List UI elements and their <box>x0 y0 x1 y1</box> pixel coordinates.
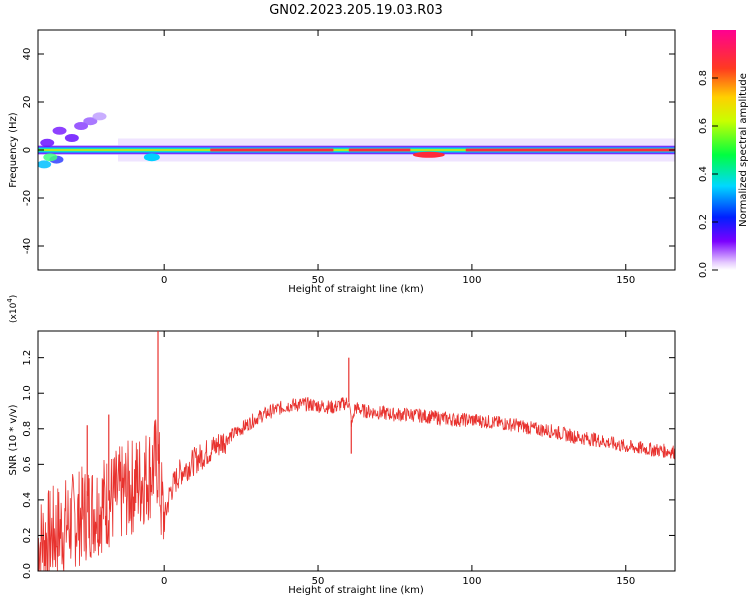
spectral-blob <box>143 153 160 162</box>
snr-series-line <box>38 397 675 571</box>
x-tick-label: 100 <box>462 275 481 286</box>
band-hot-segment <box>348 148 411 152</box>
y-tick-label: -40 <box>22 238 33 254</box>
spectral-blob <box>40 138 55 147</box>
spectral-band <box>38 112 675 169</box>
snr-scale-suffix: ) <box>9 295 19 299</box>
spectrogram-panel: 0 50 100 150 40 20 0 -20 -40 Height of straight … <box>8 29 676 295</box>
y-tick-label: 0.2 <box>22 527 33 543</box>
colorbar-tick-label: 0.8 <box>698 70 709 86</box>
y-tick-label: 0.4 <box>22 492 33 508</box>
spectral-blob <box>38 160 52 169</box>
colorbar-tick-label: 0.2 <box>698 214 709 230</box>
y-tick-label: 20 <box>22 96 33 109</box>
colorbar-label: Normalized spectral amplitude <box>738 73 749 227</box>
y-tick-label: 40 <box>22 48 33 61</box>
snr-xlabel: Height of straight line (km) <box>288 585 424 596</box>
x-tick-label: 100 <box>462 576 481 587</box>
spectrogram-axes: 0 50 100 150 40 20 0 -20 -40 <box>22 30 675 286</box>
snr-scale-note: (x104) <box>6 295 19 323</box>
svg-text:(x104): (x104) <box>6 295 19 323</box>
snr-scale-prefix: (x10 <box>9 302 19 323</box>
snr-ylabel: SNR (10 * v/v) <box>8 404 19 475</box>
spectral-blob <box>92 112 107 121</box>
y-tick-label: 0.8 <box>22 421 33 437</box>
y-tick-label: 0.0 <box>22 563 33 579</box>
figure-title: GN02.2023.205.19.03.R03 <box>269 3 443 18</box>
snr-panel: 0 50 100 150 0.0 0.2 0.4 0.6 0.8 1.0 1.2 Height of… <box>6 295 676 596</box>
x-tick-label: 0 <box>161 576 167 587</box>
spectral-blob <box>83 117 98 126</box>
snr-frame <box>37 330 676 572</box>
spectral-blob <box>52 126 67 135</box>
x-tick-label: 150 <box>616 576 635 587</box>
colorbar-scale <box>712 30 736 270</box>
y-tick-label: -20 <box>22 190 33 206</box>
x-tick-label: 0 <box>161 275 167 286</box>
x-tick-label: 50 <box>312 275 325 286</box>
spectral-blob <box>74 122 89 130</box>
colorbar: 0.0 0.2 0.4 0.6 0.8 Normalized spectral ampl… <box>698 30 749 278</box>
y-tick-label: 0 <box>22 147 33 153</box>
spectral-blob <box>412 151 445 158</box>
spectrogram-xlabel: Height of straight line (km) <box>288 284 424 295</box>
colorbar-tick-label: 0.0 <box>698 262 709 278</box>
y-tick-label: 0.6 <box>22 456 33 472</box>
band-hot-segment <box>210 148 334 152</box>
colorbar-ticks: 0.0 0.2 0.4 0.6 0.8 <box>698 70 718 278</box>
spectrogram-ylabel: Frequency (Hz) <box>8 112 19 188</box>
colorbar-tick-label: 0.6 <box>698 118 709 134</box>
snr-axes: 0 50 100 150 0.0 0.2 0.4 0.6 0.8 1.0 1.2 <box>22 331 675 587</box>
y-tick-label: 1.2 <box>22 350 33 366</box>
band-hot-segment <box>465 148 675 152</box>
x-tick-label: 150 <box>616 275 635 286</box>
spectral-blob <box>64 134 79 142</box>
spectral-blob <box>43 153 58 162</box>
y-tick-label: 1.0 <box>22 385 33 401</box>
x-tick-label: 50 <box>312 576 325 587</box>
snr-scale-exponent: 4 <box>6 298 14 303</box>
colorbar-tick-label: 0.4 <box>698 166 709 182</box>
